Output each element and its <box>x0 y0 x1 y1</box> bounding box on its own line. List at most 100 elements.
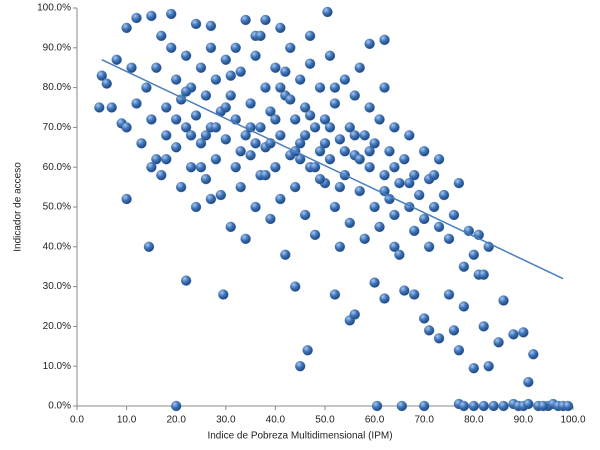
point <box>250 201 261 213</box>
point <box>458 301 470 312</box>
y-tick-label: 90.0% <box>43 42 71 53</box>
point <box>468 249 479 260</box>
point <box>302 345 313 356</box>
point <box>255 122 266 133</box>
point <box>161 130 172 141</box>
point <box>101 78 112 89</box>
point <box>280 249 291 260</box>
point <box>295 138 306 149</box>
point <box>371 400 383 412</box>
point <box>314 173 326 185</box>
point <box>438 189 450 201</box>
point <box>309 229 321 241</box>
point <box>433 221 445 233</box>
point <box>200 173 212 185</box>
y-tick-label: 100.0% <box>37 3 71 14</box>
point <box>235 146 246 157</box>
point <box>205 20 217 32</box>
point <box>190 110 202 121</box>
point <box>324 122 336 133</box>
point <box>329 82 341 93</box>
point <box>309 162 321 173</box>
point <box>329 289 341 300</box>
point <box>300 209 311 221</box>
point <box>349 130 360 141</box>
point <box>275 22 286 34</box>
point <box>334 134 346 145</box>
point <box>409 289 420 300</box>
point <box>309 122 321 133</box>
point <box>433 333 445 344</box>
point <box>235 66 246 77</box>
point <box>235 181 246 193</box>
point <box>364 38 375 49</box>
x-tick-label: 0.0 <box>70 415 84 426</box>
point <box>528 349 539 360</box>
point <box>349 90 360 101</box>
point <box>143 241 155 252</box>
point <box>409 225 420 237</box>
point <box>220 54 231 65</box>
point <box>538 400 549 412</box>
point <box>493 337 504 348</box>
point <box>295 74 306 85</box>
x-axis-title: Indice de Pobreza Multidimensional (IPM) <box>207 431 392 442</box>
point <box>171 400 182 412</box>
point <box>180 275 192 286</box>
point <box>334 181 346 193</box>
x-tick-label: 80.0 <box>464 415 484 426</box>
point <box>156 30 167 42</box>
point <box>433 154 445 165</box>
point <box>319 138 331 149</box>
point <box>448 325 460 336</box>
y-tick-label: 30.0% <box>43 281 71 292</box>
point <box>300 130 311 141</box>
y-tick-label: 60.0% <box>43 162 71 173</box>
point <box>220 102 231 113</box>
point <box>483 361 494 372</box>
point <box>176 181 187 193</box>
y-tick-label: 50.0% <box>43 202 71 213</box>
point <box>230 42 241 53</box>
point <box>300 102 311 113</box>
point <box>94 102 105 113</box>
y-tick-label: 0.0% <box>48 401 71 412</box>
point <box>379 34 390 45</box>
point <box>369 277 380 288</box>
point <box>200 90 212 101</box>
point <box>379 293 390 304</box>
point <box>151 62 162 73</box>
point <box>161 102 172 113</box>
point <box>106 102 117 113</box>
point <box>498 295 509 306</box>
point <box>364 146 375 157</box>
point <box>275 82 286 93</box>
point <box>478 400 489 412</box>
point <box>121 193 132 205</box>
point <box>290 114 301 125</box>
point <box>220 134 231 145</box>
x-tick-label: 100.0 <box>560 415 585 426</box>
point <box>200 130 212 141</box>
point <box>210 154 222 165</box>
trend-line <box>101 59 564 280</box>
point <box>419 146 430 157</box>
point <box>458 400 470 412</box>
point <box>121 122 132 133</box>
point <box>389 122 400 133</box>
point <box>428 170 440 181</box>
point <box>419 213 430 225</box>
point <box>185 130 197 141</box>
point <box>141 82 152 93</box>
y-tick-label: 10.0% <box>43 361 71 372</box>
point <box>180 50 192 61</box>
point <box>389 241 400 252</box>
point <box>210 74 222 85</box>
point <box>131 98 142 109</box>
point <box>424 241 435 252</box>
y-tick-label: 20.0% <box>43 321 71 332</box>
point <box>205 193 217 205</box>
y-axis-title: Indicador de acceso <box>13 162 24 252</box>
point <box>384 146 395 157</box>
